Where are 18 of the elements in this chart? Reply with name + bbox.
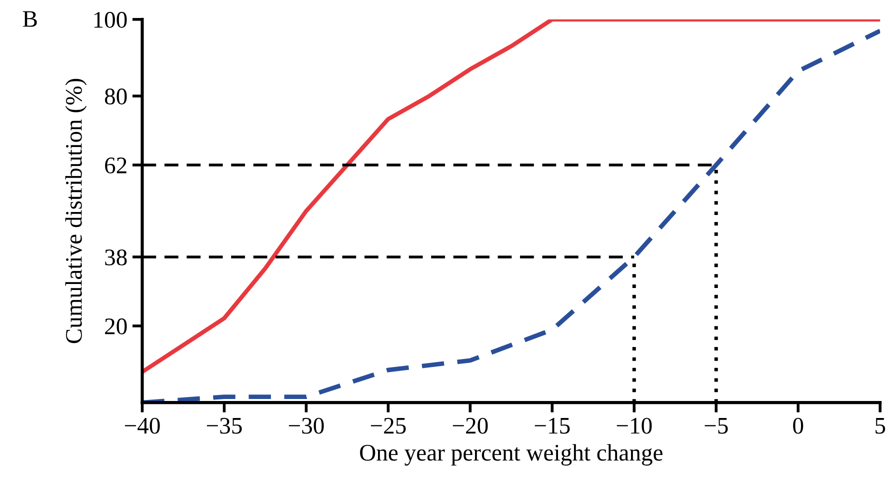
x-tick-label: −20	[452, 418, 488, 434]
y-tick-label: 62	[105, 158, 126, 174]
x-tick-label: 0	[793, 418, 804, 434]
x-tick-label: −10	[616, 418, 652, 434]
x-tick-label: −40	[124, 418, 160, 434]
text: B	[22, 11, 37, 27]
y-tick-label: 38	[105, 249, 127, 266]
x-tick-label: 5	[876, 418, 886, 434]
x-tick-label: −25	[370, 418, 406, 434]
y-tick-label: 100	[94, 12, 127, 28]
x-tick-label: −15	[534, 418, 570, 434]
x-axis-title: One year percent weight change	[360, 444, 662, 466]
y-tick-label: 80	[104, 88, 127, 104]
y-tick-label: 20	[105, 318, 127, 334]
x-tick-label: −35	[206, 418, 242, 434]
x-tick-label: −30	[288, 418, 324, 434]
y-axis-title: Cumulative distribution (%)	[65, 78, 87, 344]
x-tick-label: −5	[704, 418, 728, 434]
